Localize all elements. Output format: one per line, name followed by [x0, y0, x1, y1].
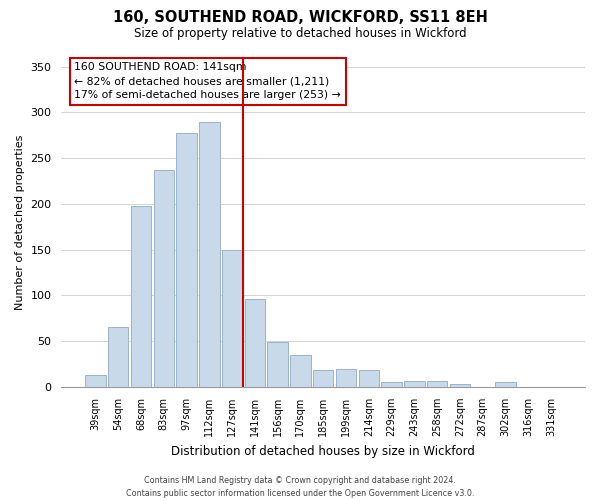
Bar: [449, 384, 470, 387]
Bar: [268, 342, 288, 387]
Bar: [427, 380, 448, 387]
Bar: [199, 122, 220, 387]
Bar: [245, 299, 265, 387]
Bar: [85, 375, 106, 387]
Text: 160, SOUTHEND ROAD, WICKFORD, SS11 8EH: 160, SOUTHEND ROAD, WICKFORD, SS11 8EH: [113, 10, 487, 25]
Bar: [222, 250, 242, 387]
Bar: [404, 380, 425, 387]
Bar: [359, 370, 379, 387]
Bar: [336, 368, 356, 387]
Bar: [108, 326, 128, 387]
X-axis label: Distribution of detached houses by size in Wickford: Distribution of detached houses by size …: [171, 444, 475, 458]
Bar: [176, 134, 197, 387]
Text: Contains HM Land Registry data © Crown copyright and database right 2024.
Contai: Contains HM Land Registry data © Crown c…: [126, 476, 474, 498]
Y-axis label: Number of detached properties: Number of detached properties: [15, 134, 25, 310]
Bar: [381, 382, 402, 387]
Bar: [154, 170, 174, 387]
Text: 160 SOUTHEND ROAD: 141sqm
← 82% of detached houses are smaller (1,211)
17% of se: 160 SOUTHEND ROAD: 141sqm ← 82% of detac…: [74, 62, 341, 100]
Bar: [313, 370, 334, 387]
Bar: [290, 355, 311, 387]
Bar: [131, 206, 151, 387]
Text: Size of property relative to detached houses in Wickford: Size of property relative to detached ho…: [134, 28, 466, 40]
Bar: [495, 382, 515, 387]
